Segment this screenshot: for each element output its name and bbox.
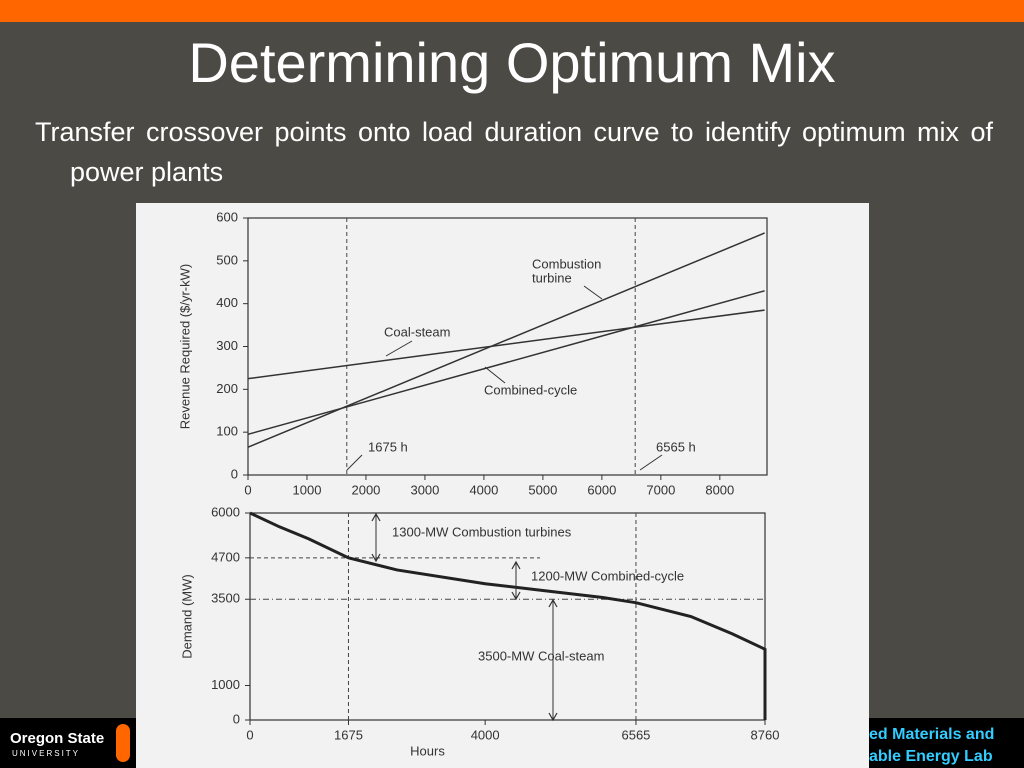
- annotation: Combustion: [532, 256, 601, 271]
- footer-logo: Oregon State UNIVERSITY: [0, 718, 136, 768]
- scan-background: [136, 203, 869, 768]
- x-tick-label: 1000: [293, 482, 322, 497]
- y-tick-label: 4700: [211, 549, 240, 564]
- y-axis-label: Demand (MW): [179, 574, 194, 659]
- slide-title: Determining Optimum Mix: [188, 31, 836, 94]
- annotation: 1300-MW Combustion turbines: [392, 524, 572, 539]
- x-tick-label: 4000: [471, 727, 500, 742]
- lab-line: able Energy Lab: [869, 748, 993, 765]
- x-tick-label: 2000: [351, 482, 380, 497]
- footer-lab: ed Materials and able Energy Lab: [869, 718, 1024, 768]
- plot-frame: [249, 512, 766, 721]
- y-tick-label: 3500: [211, 591, 240, 606]
- y-tick-label: 0: [231, 466, 238, 481]
- y-tick-label: 500: [216, 252, 238, 267]
- y-axis-label: Revenue Required ($/yr-kW): [177, 264, 192, 429]
- y-tick-label: 0: [233, 711, 240, 726]
- x-tick-label: 3000: [410, 482, 439, 497]
- annotation: 1200-MW Combined-cycle: [531, 568, 684, 583]
- logo-sub: UNIVERSITY: [12, 749, 81, 758]
- y-tick-label: 400: [216, 295, 238, 310]
- x-tick-label: 5000: [528, 482, 557, 497]
- y-tick-label: 1000: [211, 677, 240, 692]
- data-line: [249, 511, 767, 720]
- data-line: [247, 309, 765, 380]
- leader: [583, 285, 603, 300]
- arrow-head: [371, 553, 381, 563]
- data-line: [247, 290, 765, 436]
- x-tick-label: 7000: [646, 482, 675, 497]
- leader: [484, 366, 506, 384]
- logo-name: Oregon State: [10, 730, 105, 747]
- y-tick-label: 100: [216, 424, 238, 439]
- y-tick-label: 200: [216, 381, 238, 396]
- x-tick-label: 8000: [705, 482, 734, 497]
- top-bar: [0, 0, 1024, 22]
- arrow-head: [371, 512, 381, 522]
- leader: [385, 340, 413, 357]
- annotation: 6565 h: [656, 439, 696, 454]
- arrow-head: [548, 598, 558, 608]
- annotation: Coal-steam: [384, 324, 450, 339]
- leader: [346, 454, 363, 471]
- annotation: Combined-cycle: [484, 382, 577, 397]
- y-tick-label: 300: [216, 338, 238, 353]
- annotation: 1675 h: [368, 439, 408, 454]
- x-tick-label: 1675: [334, 727, 363, 742]
- bullet-text: Transfer crossover points onto load dura…: [35, 117, 993, 187]
- x-tick-label: 6000: [587, 482, 616, 497]
- arrow-head: [511, 591, 521, 601]
- annotation: turbine: [532, 270, 572, 285]
- arrow-head: [511, 560, 521, 570]
- x-tick-label: 8760: [751, 727, 780, 742]
- logo-mark: [116, 724, 130, 762]
- x-tick-label: 4000: [469, 482, 498, 497]
- y-tick-label: 600: [216, 209, 238, 224]
- y-tick-label: 6000: [211, 504, 240, 519]
- x-tick-label: 6565: [621, 727, 650, 742]
- x-tick-label: 0: [246, 727, 253, 742]
- data-line: [247, 232, 765, 448]
- arrow-head: [548, 712, 558, 722]
- lab-line: ed Materials and: [869, 726, 995, 743]
- annotation: 3500-MW Coal-steam: [478, 648, 604, 663]
- leader: [639, 454, 663, 471]
- x-tick-label: 0: [244, 482, 251, 497]
- x-axis-label: Hours: [410, 743, 445, 758]
